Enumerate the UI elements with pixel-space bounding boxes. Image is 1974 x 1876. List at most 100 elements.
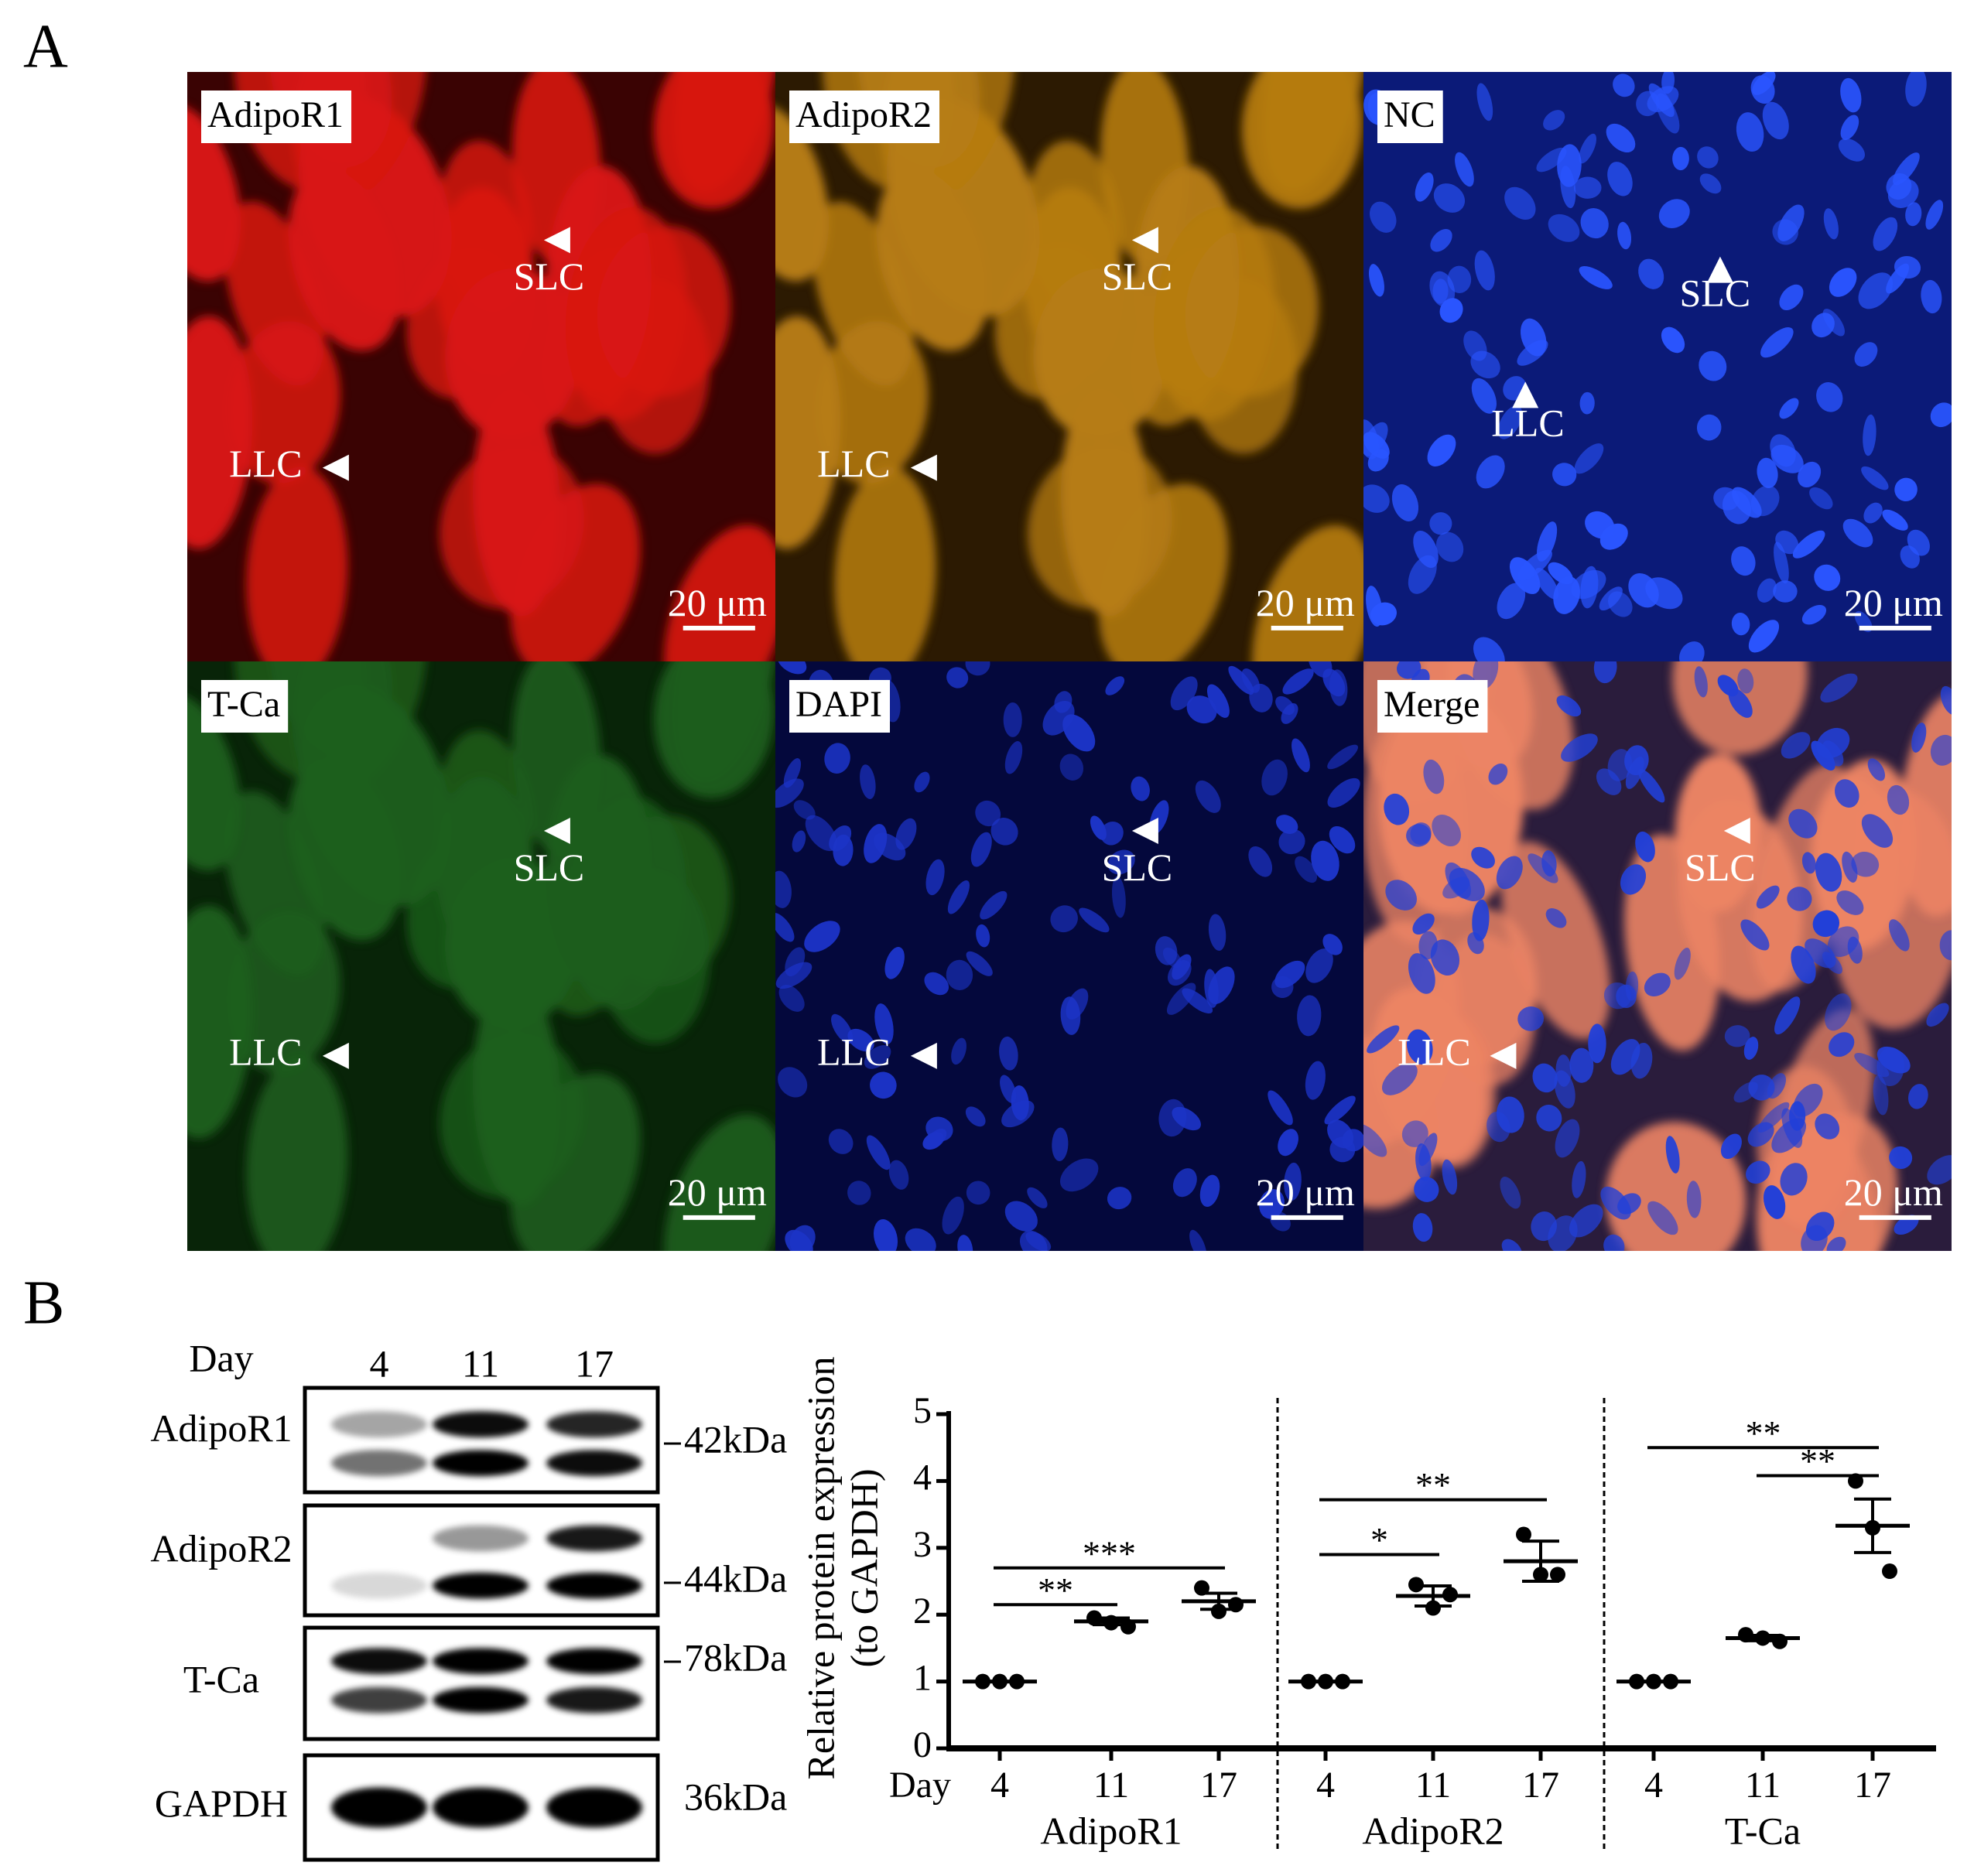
nucleus: [1842, 518, 1873, 548]
nucleus: [1261, 759, 1288, 796]
arrowhead: [910, 454, 937, 481]
nucleus: [1731, 546, 1756, 576]
nucleus: [1418, 931, 1438, 960]
nucleus: [1939, 930, 1952, 961]
cell: [288, 758, 402, 941]
nucleus: [1199, 1174, 1220, 1208]
scale-bar: [1271, 625, 1343, 630]
x-tick-label: 17: [1522, 1765, 1559, 1806]
protein-label: AdipoR2: [150, 1526, 292, 1570]
nucleus: [1579, 266, 1613, 289]
group-label: T-Ca: [1725, 1809, 1801, 1852]
cell: [227, 321, 340, 484]
nucleus: [1777, 204, 1805, 241]
data-point: [1301, 1673, 1316, 1690]
nucleus: [1433, 183, 1466, 213]
nucleus: [1840, 114, 1859, 140]
nucleus: [1182, 988, 1213, 1014]
nucleus: [1536, 1105, 1562, 1132]
nucleus: [1815, 853, 1842, 892]
nucleus: [792, 830, 806, 853]
nucleus: [1861, 466, 1889, 490]
nucleus: [1228, 665, 1254, 695]
nucleus: [870, 1071, 897, 1099]
data-point: [992, 1673, 1008, 1690]
arrowhead: [1512, 381, 1539, 408]
y-tick-label: 2: [913, 1591, 932, 1632]
arrowhead: [1131, 818, 1158, 845]
nucleus: [1131, 776, 1150, 801]
nucleus: [1079, 907, 1110, 933]
nucleus: [1661, 326, 1685, 354]
nucleus: [828, 1129, 854, 1154]
nucleus: [1658, 199, 1690, 228]
micrograph: [1363, 72, 1952, 661]
cell: [439, 444, 584, 609]
nucleus: [1062, 714, 1096, 752]
x-tick-label: 4: [1644, 1765, 1663, 1806]
nucleus: [976, 924, 990, 948]
x-tick-label: 4: [990, 1765, 1009, 1806]
data-point: [1086, 1610, 1102, 1626]
nucleus: [980, 890, 1008, 920]
marker-label: LLC: [817, 1030, 890, 1073]
nucleus: [1757, 1102, 1790, 1133]
micrograph-bg: [775, 661, 1363, 1251]
nucleus: [1763, 1185, 1786, 1219]
nucleus: [1412, 1213, 1433, 1242]
nucleus: [1847, 936, 1863, 964]
nucleus: [1363, 419, 1380, 460]
nucleus: [1172, 1106, 1201, 1131]
day-label: Day: [189, 1336, 253, 1379]
band: [546, 1450, 642, 1477]
nucleus: [1752, 72, 1776, 95]
data-point: [1772, 1633, 1788, 1649]
scale-bar: [1859, 1215, 1931, 1220]
nucleus: [1882, 509, 1908, 531]
nucleus: [1760, 327, 1794, 358]
nucleus: [966, 951, 993, 976]
nucleus: [1805, 1211, 1835, 1242]
nucleus: [1599, 523, 1628, 550]
blot-frame: [303, 1625, 660, 1741]
nucleus: [1059, 753, 1084, 781]
data-point: [1408, 1577, 1424, 1593]
data-point: [1882, 1563, 1897, 1580]
nucleus: [1025, 1232, 1052, 1251]
nucleus: [1801, 852, 1816, 874]
nucleus: [1757, 578, 1777, 603]
marker-label: LLC: [817, 442, 890, 485]
nucleus: [1873, 1075, 1889, 1116]
scale-bar: [1271, 1215, 1343, 1220]
nucleus: [1496, 1096, 1524, 1133]
band: [331, 1686, 427, 1714]
band: [331, 1787, 427, 1828]
nucleus: [1329, 826, 1356, 854]
nucleus: [1172, 1168, 1197, 1198]
nucleus: [1867, 758, 1886, 781]
nucleus: [1528, 853, 1558, 883]
nucleus: [1555, 1054, 1572, 1087]
y-axis-label: Relative protein expression: [799, 1356, 842, 1779]
nucleus: [1497, 583, 1526, 620]
nucleus: [942, 1196, 964, 1235]
nucleus: [1812, 910, 1840, 938]
nucleus: [1536, 147, 1567, 173]
nucleus: [1679, 641, 1705, 661]
nucleus: [1107, 849, 1135, 875]
nucleus: [1397, 661, 1421, 679]
nucleus: [1889, 1146, 1913, 1170]
nucleus: [1572, 1160, 1586, 1198]
group-label: AdipoR1: [1040, 1809, 1182, 1852]
nucleus: [1569, 1204, 1603, 1238]
nucleus: [1561, 733, 1598, 762]
cell: [1605, 1122, 1746, 1251]
nucleus: [1408, 953, 1435, 994]
band: [546, 1787, 642, 1828]
nucleus: [1823, 208, 1839, 240]
label-box: [789, 91, 940, 143]
nucleus: [866, 1135, 891, 1170]
nucleus: [1186, 695, 1217, 724]
nucleus: [1665, 1136, 1680, 1174]
nucleus: [1743, 1037, 1759, 1060]
